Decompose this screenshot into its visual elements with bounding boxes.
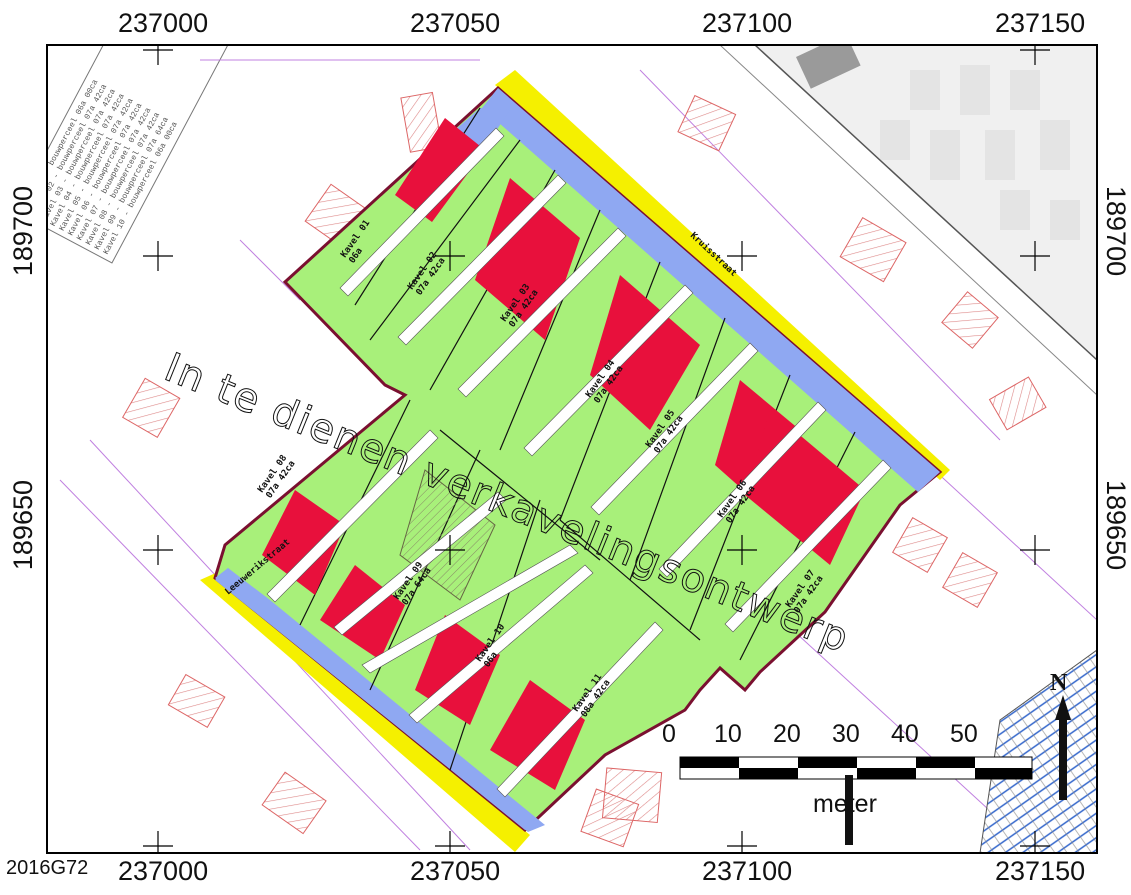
- scale-bar: 0 10 20 30 40 50 meter: [662, 720, 1033, 845]
- scale-label-10: 10: [714, 720, 742, 748]
- y-tick-right-189700: 189700: [1101, 186, 1131, 277]
- parcel-area: [213, 85, 943, 832]
- grid-crosses: [143, 45, 1050, 853]
- scale-label-0: 0: [662, 720, 676, 748]
- x-tick-top-237100: 237100: [702, 8, 793, 38]
- road-strip-leeuwerikstraat: [200, 572, 530, 852]
- scale-label-20: 20: [773, 720, 801, 748]
- x-tick-bottom-237100: 237100: [702, 856, 793, 886]
- scale-unit: meter: [813, 790, 877, 818]
- y-tick-left-189700: 189700: [8, 186, 38, 277]
- scale-label-40: 40: [891, 720, 919, 748]
- road-strip-kruisstraat: [495, 70, 950, 480]
- x-tick-bottom-237000: 237000: [118, 856, 209, 886]
- y-tick-left-189650: 189650: [8, 480, 38, 571]
- scale-label-30: 30: [832, 720, 860, 748]
- x-tick-top-237150: 237150: [995, 8, 1086, 38]
- scale-label-50: 50: [950, 720, 978, 748]
- neighbouring-buildings: [121, 91, 1047, 848]
- x-tick-bottom-237150: 237150: [995, 856, 1086, 886]
- adjacent-plot-pattern: [979, 649, 1097, 853]
- north-arrow: N: [1050, 670, 1071, 800]
- x-tick-bottom-237050: 237050: [410, 856, 501, 886]
- sheet-code: 2016G72: [6, 857, 89, 879]
- north-label: N: [1050, 670, 1068, 696]
- road-reserve-upper: [482, 88, 940, 492]
- x-tick-top-237050: 237050: [410, 8, 501, 38]
- y-tick-right-189650: 189650: [1101, 480, 1131, 571]
- existing-buildings-block: [719, 45, 1097, 396]
- setback-strips: [266, 127, 892, 798]
- x-tick-top-237000: 237000: [118, 8, 209, 38]
